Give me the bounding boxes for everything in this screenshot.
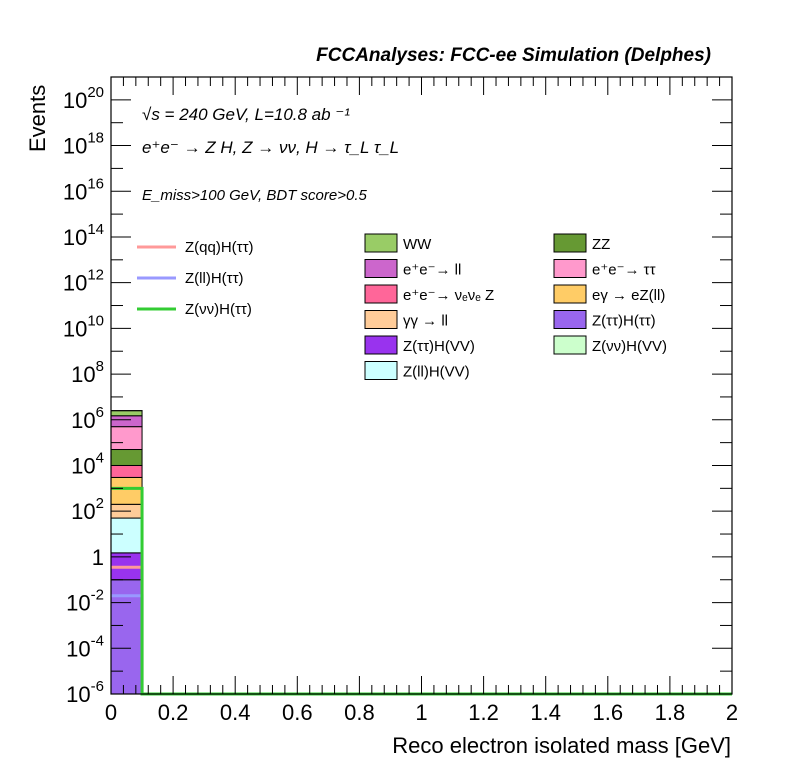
annotation-cuts: E_miss>100 GeV, BDT score>0.5 <box>142 187 367 204</box>
bar-segment-0 <box>110 579 143 695</box>
legend-bkg-label-6: γγ → ll <box>403 313 448 330</box>
x-tick-label-10: 2 <box>726 700 738 725</box>
legend-bkg-label-7: Z(ττ)H(ττ) <box>592 313 656 330</box>
x-tick-label-7: 1.4 <box>530 700 561 725</box>
y-tick-label-8: 1010 <box>63 312 104 341</box>
plot-frame <box>110 76 733 695</box>
x-tick-label-5: 1 <box>415 700 427 725</box>
x-tick-label-3: 0.6 <box>282 700 313 725</box>
bar-segment-6 <box>110 449 143 466</box>
x-tick-label-8: 1.6 <box>593 700 624 725</box>
y-tick-label-10: 1014 <box>63 221 104 250</box>
legend-bkg-label-0: WW <box>403 236 432 253</box>
legend-bkg-swatch-1 <box>553 233 587 253</box>
legend-bkg-swatch-5 <box>553 284 587 304</box>
y-axis-title: Events <box>25 85 50 152</box>
legend-bkg-swatch-3 <box>553 259 587 278</box>
y-tick-label-6: 106 <box>71 404 104 433</box>
bar-segment-2 <box>110 517 143 554</box>
legend-bkg-swatch-2 <box>364 259 398 278</box>
y-tick-label-12: 1018 <box>63 130 104 159</box>
y-tick-label-2: 10-2 <box>66 587 104 616</box>
y-tick-label-9: 1012 <box>63 267 104 296</box>
annotation-process: e⁺e⁻ → Z H, Z → νν, H → τ_L τ_L <box>142 138 399 157</box>
signal-line-0 <box>111 565 732 696</box>
legend-signal-label-1: Z(ll)H(ττ) <box>185 270 244 287</box>
bar-segment-7 <box>110 426 143 451</box>
legend-bkg-swatch-9 <box>553 335 587 355</box>
chart-title: FCCAnalyses: FCC-ee Simulation (Delphes) <box>316 45 711 66</box>
y-tick-label-11: 1016 <box>63 175 104 204</box>
bar-segment-9 <box>110 410 143 417</box>
x-axis-title: Reco electron isolated mass [GeV] <box>392 733 731 758</box>
legend-bkg-swatch-6 <box>364 310 398 329</box>
stacked-bars <box>110 410 143 695</box>
legend-bkg-label-1: ZZ <box>592 236 610 253</box>
legend-signal-label-2: Z(νν)H(ττ) <box>185 301 252 318</box>
legend-bkg-swatch-0 <box>364 233 398 253</box>
legend-bkg-swatch-7 <box>553 310 587 329</box>
legend-bkg-label-10: Z(ll)H(VV) <box>403 364 470 381</box>
legend-signals: Z(qq)H(ττ) Z(ll)H(ττ) Z(νν)H(ττ) <box>137 239 254 318</box>
y-tick-label-0: 10-6 <box>66 678 104 707</box>
x-tick-label-6: 1.2 <box>468 700 499 725</box>
legend-bkg-swatch-4 <box>364 284 398 304</box>
legend-bkg-swatch-10 <box>364 361 398 380</box>
x-tick-label-9: 1.8 <box>655 700 686 725</box>
bar-segment-5 <box>110 464 143 478</box>
legend-bkg-swatch-8 <box>364 335 398 355</box>
legend-bkg-label-5: eγ → eZ(ll) <box>592 287 665 304</box>
legend-bkg-label-8: Z(ττ)H(VV) <box>403 338 475 355</box>
signal-histograms <box>111 486 732 696</box>
bar-segment-4 <box>110 476 143 505</box>
y-axis: 10-6 10-4 10-2 1 102 104 106 108 1010 1012 1014 101… <box>63 76 732 707</box>
signal-line-2 <box>111 486 732 696</box>
y-tick-label-7: 108 <box>71 358 104 387</box>
x-tick-label-0: 0 <box>105 700 117 725</box>
y-tick-label-5: 104 <box>71 449 104 478</box>
annotation-energy-lumi: √s = 240 GeV, L=10.8 ab ⁻¹ <box>142 105 350 124</box>
legend-signal-label-0: Z(qq)H(ττ) <box>185 239 254 256</box>
x-tick-label-1: 0.2 <box>158 700 189 725</box>
legend-bkg-label-9: Z(νν)H(VV) <box>592 338 667 355</box>
x-tick-label-4: 0.8 <box>344 700 375 725</box>
legend-bkg-label-3: e⁺e⁻→ ττ <box>592 262 656 279</box>
y-tick-label-13: 1020 <box>63 84 104 113</box>
y-tick-label-1: 10-4 <box>66 632 104 661</box>
y-tick-label-4: 102 <box>71 495 104 524</box>
x-axis: 0 0.2 0.4 0.6 0.8 1 1.2 1.4 1.6 1.8 2 <box>105 77 738 725</box>
legend-bkg-label-4: e⁺e⁻→ νₑνₑ Z <box>403 287 494 304</box>
bar-segment-8 <box>110 415 143 428</box>
x-tick-label-2: 0.4 <box>220 700 251 725</box>
y-tick-label-3: 1 <box>92 545 104 570</box>
legend-bkg-label-2: e⁺e⁻→ ll <box>403 262 461 279</box>
plot-border <box>110 76 733 695</box>
legend-backgrounds: WW ZZ e⁺e⁻→ ll e⁺e⁻→ ττ e⁺e⁻→ νₑνₑ Z eγ → eZ(… <box>364 233 667 381</box>
